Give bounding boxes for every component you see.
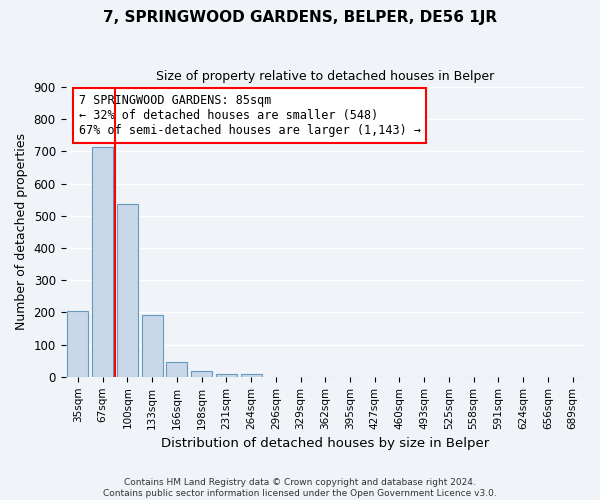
Title: Size of property relative to detached houses in Belper: Size of property relative to detached ho… [156,70,494,83]
Bar [216,374,237,377]
Y-axis label: Number of detached properties: Number of detached properties [15,134,28,330]
Bar [92,148,113,377]
X-axis label: Distribution of detached houses by size in Belper: Distribution of detached houses by size … [161,437,490,450]
Bar [166,362,187,377]
Bar [191,371,212,377]
Bar [142,314,163,377]
Bar [241,374,262,377]
Bar [117,204,138,377]
Text: 7, SPRINGWOOD GARDENS, BELPER, DE56 1JR: 7, SPRINGWOOD GARDENS, BELPER, DE56 1JR [103,10,497,25]
Text: 7 SPRINGWOOD GARDENS: 85sqm
← 32% of detached houses are smaller (548)
67% of se: 7 SPRINGWOOD GARDENS: 85sqm ← 32% of det… [79,94,421,137]
Text: Contains HM Land Registry data © Crown copyright and database right 2024.
Contai: Contains HM Land Registry data © Crown c… [103,478,497,498]
Bar [67,311,88,377]
